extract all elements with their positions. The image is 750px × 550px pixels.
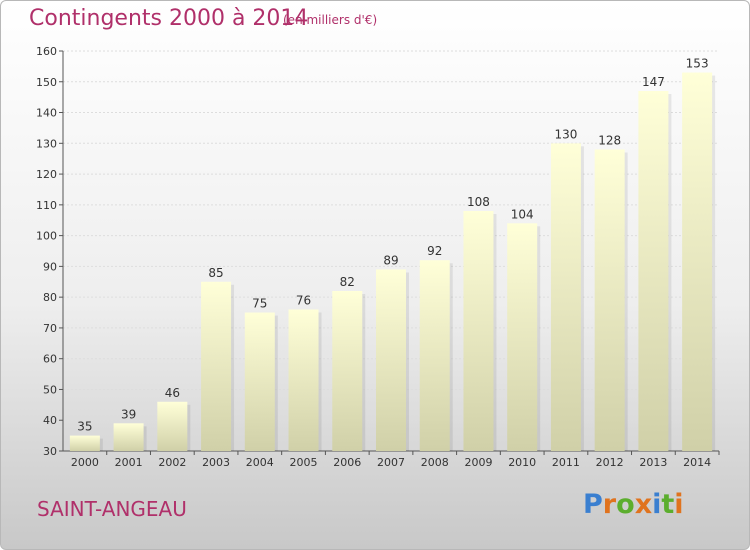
x-tick-label: 2013 xyxy=(639,456,667,469)
bar-value-label: 75 xyxy=(252,297,267,311)
logo-letter: x xyxy=(634,489,653,520)
bar xyxy=(113,423,144,451)
bar-value-label: 130 xyxy=(554,127,577,141)
bar xyxy=(682,72,713,452)
bar-value-label: 82 xyxy=(340,275,355,289)
y-tick-label: 80 xyxy=(43,291,57,304)
y-tick-label: 110 xyxy=(36,199,57,212)
proxiti-logo: Proxiti xyxy=(583,489,684,520)
x-tick-label: 2001 xyxy=(115,456,143,469)
bar-value-label: 128 xyxy=(598,133,621,147)
y-tick-label: 50 xyxy=(43,383,57,396)
x-tick-label: 2004 xyxy=(246,456,274,469)
x-tick-label: 2009 xyxy=(464,456,492,469)
bar xyxy=(332,291,363,451)
y-tick-label: 90 xyxy=(43,260,57,273)
bar xyxy=(376,269,406,451)
bar xyxy=(288,309,319,451)
y-tick-label: 70 xyxy=(43,322,57,335)
bar-value-label: 108 xyxy=(467,195,490,209)
x-tick-label: 2005 xyxy=(290,456,318,469)
bar-value-label: 39 xyxy=(121,407,136,421)
bar-value-label: 147 xyxy=(642,75,665,89)
bar-value-label: 153 xyxy=(686,57,709,71)
bar xyxy=(157,401,188,451)
bar-value-label: 46 xyxy=(165,386,180,400)
bar xyxy=(550,143,581,452)
y-tick-label: 100 xyxy=(36,230,57,243)
bar xyxy=(419,260,450,451)
x-tick-label: 2010 xyxy=(508,456,536,469)
logo-letter: r xyxy=(602,489,617,520)
logo-letter: i xyxy=(674,489,684,520)
x-tick-label: 2003 xyxy=(202,456,230,469)
x-tick-label: 2008 xyxy=(421,456,449,469)
bar-value-label: 104 xyxy=(511,207,534,221)
y-tick-label: 60 xyxy=(43,353,57,366)
logo-letter: P xyxy=(583,489,603,520)
y-tick-label: 120 xyxy=(36,168,57,181)
x-tick-label: 2014 xyxy=(683,456,711,469)
logo-letter: o xyxy=(616,489,635,520)
x-tick-label: 2011 xyxy=(552,456,580,469)
bar xyxy=(638,91,669,451)
bar-value-label: 76 xyxy=(296,293,311,307)
bar xyxy=(69,435,100,451)
chart-title: Contingents 2000 à 2014 xyxy=(29,6,309,31)
chart-subtitle: (en milliers d'€) xyxy=(283,13,378,27)
x-tick-label: 2000 xyxy=(71,456,99,469)
y-tick-label: 40 xyxy=(43,414,57,427)
y-tick-label: 140 xyxy=(36,107,57,120)
bar-value-label: 89 xyxy=(383,253,398,267)
y-tick-label: 30 xyxy=(43,445,57,458)
logo-letter: t xyxy=(661,489,675,520)
logo-letter: i xyxy=(652,489,662,520)
x-tick-label: 2006 xyxy=(333,456,361,469)
y-tick-label: 130 xyxy=(36,137,57,150)
bar xyxy=(463,211,494,451)
bar xyxy=(201,281,232,451)
x-tick-label: 2012 xyxy=(596,456,624,469)
bar xyxy=(507,223,538,451)
x-tick-label: 2002 xyxy=(158,456,186,469)
bar xyxy=(594,149,625,451)
commune-name: SAINT-ANGEAU xyxy=(37,497,187,521)
bar-value-label: 92 xyxy=(427,244,442,258)
x-tick-label: 2007 xyxy=(377,456,405,469)
bar-value-label: 35 xyxy=(77,420,92,434)
y-tick-label: 150 xyxy=(36,76,57,89)
bar xyxy=(244,312,275,451)
bar-value-label: 85 xyxy=(208,266,223,280)
y-tick-label: 160 xyxy=(36,45,57,58)
